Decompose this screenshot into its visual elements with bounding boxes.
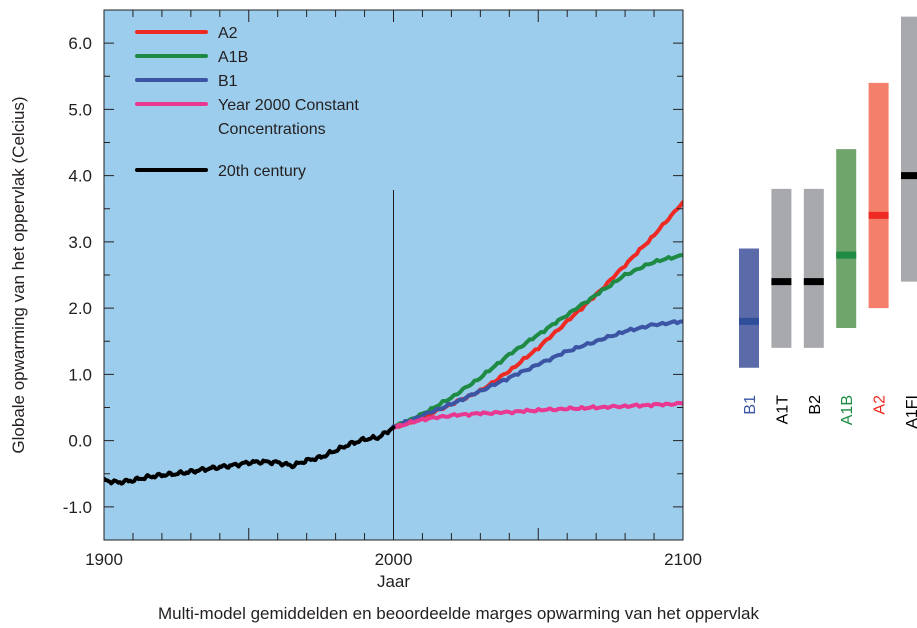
range-bar-a1fi [901,16,917,282]
legend-label-year-2000-constant-line2: Concentrations [218,121,326,138]
x-tick-label: 2000 [375,550,413,569]
x-tick-label: 1900 [85,550,123,569]
series-line-a1b [391,253,683,430]
range-bar-a2 [868,82,889,309]
legend-label-20th-century: 20th century [218,163,306,180]
range-label-a2: A2 [872,395,889,415]
range-bar-a1t [771,188,792,348]
best-estimate-a2 [868,211,889,219]
range-bar-b2 [803,188,824,348]
best-estimate-a1fi [901,172,917,180]
y-tick-label: 1.0 [68,365,92,384]
legend-label-year-2000-constant: Year 2000 Constant [218,97,359,114]
y-tick-label: 4.0 [68,167,92,186]
range-label-a1fi: A1FI [904,395,917,429]
range-label-b2: B2 [807,395,824,415]
range-bar-b1 [739,248,759,368]
y-tick-label: 3.0 [68,233,92,252]
x-tick-label: 2100 [664,550,702,569]
legend-label-a1b: A1B [218,49,248,66]
range-label-a1b: A1B [839,395,856,425]
y-axis-label: Globale opwarming van het oppervlak (Cel… [9,96,28,453]
legend-label-a2: A2 [218,25,238,42]
best-estimate-a1t [771,278,792,286]
best-estimate-a1b [836,251,857,259]
x-axis-label: Jaar [377,572,410,591]
best-estimate-b1 [739,317,759,325]
series-line-b1 [391,319,683,429]
range-label-b1: B1 [742,395,759,415]
series-line-year-2000-constant [391,400,683,430]
series-line-20th-century [104,425,396,486]
range-bar-a1b [836,149,857,328]
chart-caption: Multi-model gemiddelden en beoordeelde m… [157,604,760,623]
y-tick-label: 2.0 [68,299,92,318]
legend-label-b1: B1 [218,73,238,90]
y-tick-label: 5.0 [68,100,92,119]
y-tick-label: 0.0 [68,432,92,451]
best-estimate-b2 [803,278,824,286]
y-tick-label: -1.0 [63,498,92,517]
y-tick-label: 6.0 [68,34,92,53]
range-label-a1t: A1T [774,395,791,425]
